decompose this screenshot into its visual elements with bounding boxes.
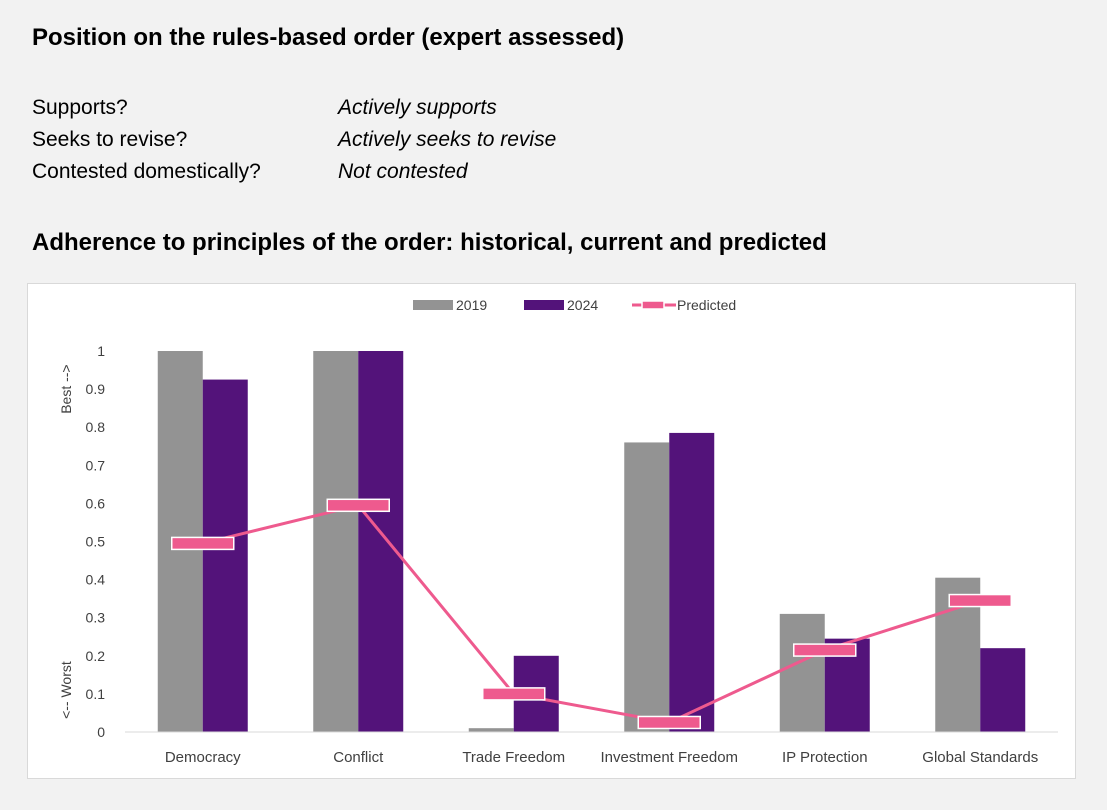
y-tick-label: 0.5 [86, 534, 106, 550]
y-tick-label: 0.9 [86, 381, 106, 397]
predicted-marker-ip-protection [793, 643, 857, 657]
bar-2019-ip-protection [779, 613, 825, 732]
bar-2024-conflict [358, 351, 404, 732]
bar-2019-investment-freedom [624, 442, 670, 732]
position-value: Actively seeks to revise [338, 128, 557, 151]
position-row-supports: Supports? Actively supports [32, 96, 556, 128]
y-tick-label: 0.3 [86, 610, 106, 626]
x-tick-label: Conflict [333, 749, 384, 766]
y-tick-label: 0.4 [86, 572, 106, 588]
y-axis-label-worst: <-- Worst [58, 661, 74, 719]
x-tick-label: IP Protection [782, 749, 868, 766]
y-tick-label: 0.6 [86, 495, 106, 511]
legend-swatch-2019 [413, 300, 453, 310]
predicted-marker-trade-freedom [482, 687, 546, 701]
y-axis-label-best: Best --> [58, 364, 74, 413]
position-row-revise: Seeks to revise? Actively seeks to revis… [32, 128, 556, 160]
bar-2019-conflict [313, 351, 359, 732]
position-label: Contested domestically? [32, 160, 261, 183]
position-heading: Position on the rules-based order (exper… [32, 24, 625, 51]
position-table: Supports? Actively supports Seeks to rev… [32, 96, 556, 192]
predicted-marker-democracy [171, 536, 235, 551]
bar-2019-trade-freedom [468, 728, 514, 732]
bar-2024-investment-freedom [669, 432, 715, 732]
x-tick-label: Investment Freedom [600, 749, 738, 766]
position-label: Seeks to revise? [32, 128, 188, 151]
x-tick-label: Global Standards [922, 749, 1038, 766]
chart-heading: Adherence to principles of the order: hi… [32, 229, 827, 256]
predicted-marker-conflict [326, 498, 390, 513]
adherence-chart: 0 0.1 0.2 0.3 0.4 0.5 0.6 0.7 0.8 0.9 1 Best --> <--… [58, 297, 1058, 766]
position-label: Supports? [32, 96, 128, 119]
position-row-contested: Contested domestically? Not contested [32, 160, 556, 192]
position-value: Not contested [338, 160, 468, 183]
y-tick-label: 0.7 [86, 457, 106, 473]
bar-2024-democracy [202, 379, 248, 732]
legend-label-predicted: Predicted [677, 297, 736, 313]
y-tick-label: 0.2 [86, 648, 106, 664]
y-tick-label: 0.8 [86, 419, 106, 435]
y-tick-label: 0 [97, 724, 105, 740]
y-tick-label: 1 [97, 343, 105, 359]
bar-2024-global-standards [980, 648, 1026, 732]
position-value: Actively supports [338, 96, 497, 119]
x-tick-label: Trade Freedom [462, 749, 565, 766]
y-tick-label: 0.1 [86, 686, 106, 702]
x-tick-label: Democracy [165, 749, 241, 766]
legend-marker-predicted [641, 300, 665, 310]
legend-label-2019: 2019 [456, 297, 487, 313]
predicted-marker-investment-freedom [637, 715, 701, 730]
legend-swatch-2024 [524, 300, 564, 310]
predicted-marker-global-standards [948, 593, 1012, 608]
legend-label-2024: 2024 [567, 297, 598, 313]
chart-container: 0 0.1 0.2 0.3 0.4 0.5 0.6 0.7 0.8 0.9 1 Best --> <--… [27, 283, 1076, 779]
